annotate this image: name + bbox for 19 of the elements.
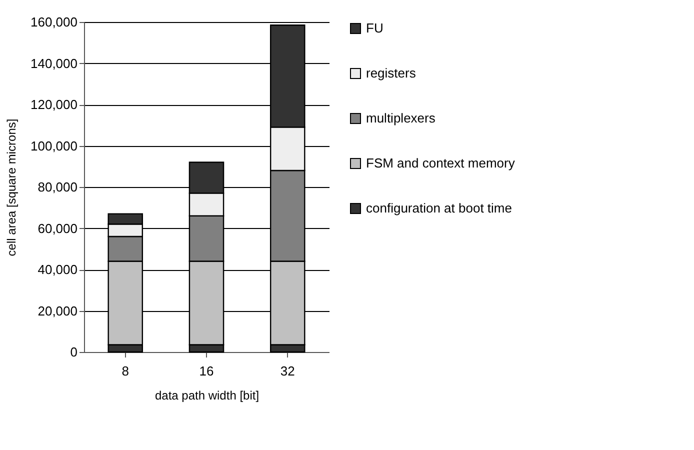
- legend-label: FSM and context memory: [366, 156, 516, 170]
- x-axis-title: data path width [bit]: [154, 388, 260, 402]
- legend-label: FU: [366, 20, 384, 36]
- y-tick-label: 20,000: [38, 303, 78, 318]
- y-tick-label: 80,000: [38, 180, 78, 194]
- y-tick-label: 160,000: [30, 14, 78, 30]
- y-tick-label: 140,000: [30, 56, 78, 71]
- legend-label: configuration at boot time: [366, 200, 512, 216]
- y-tick-label: 0: [70, 344, 78, 360]
- x-tick-label: 32: [280, 364, 295, 378]
- x-tick-label: 16: [199, 364, 214, 378]
- legend-label: registers: [366, 66, 416, 80]
- y-axis-title: cell area [square microns]: [4, 118, 19, 256]
- x-tick-label: 8: [122, 364, 129, 378]
- y-tick-label: 120,000: [30, 97, 78, 112]
- y-tick-label: 100,000: [30, 138, 78, 154]
- legend-label: multiplexers: [366, 110, 436, 126]
- y-tick-label: 60,000: [38, 220, 78, 236]
- y-tick-label: 40,000: [38, 262, 78, 277]
